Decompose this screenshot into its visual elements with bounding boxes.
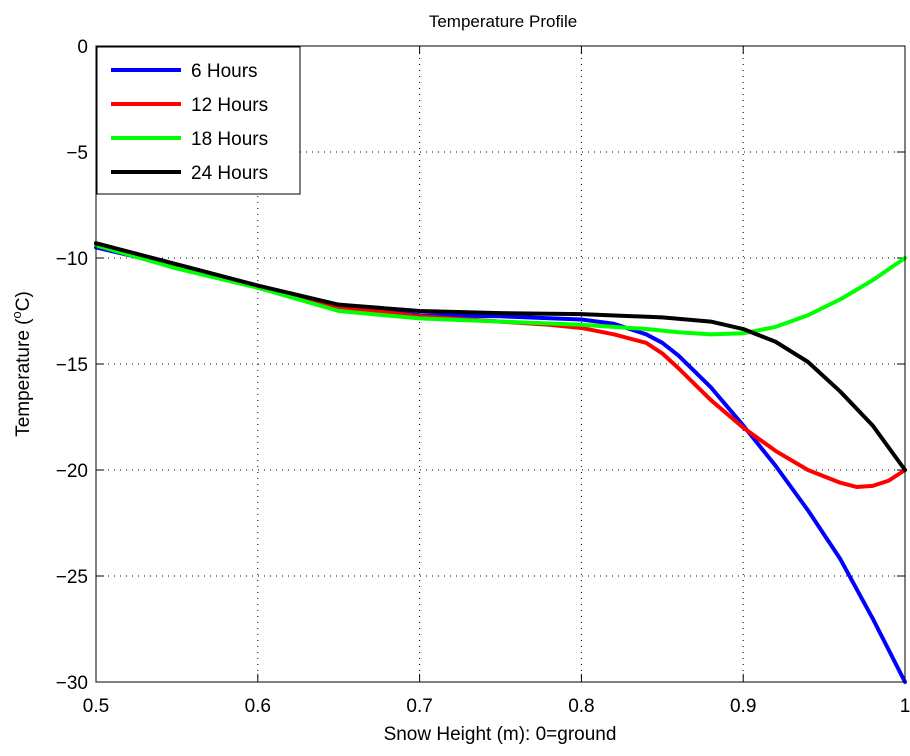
x-axis-label: Snow Height (m): 0=ground: [384, 724, 617, 745]
x-tick-label: 0.7: [406, 696, 432, 717]
x-tick-label: 0.5: [83, 696, 109, 717]
series-line-24-hours: [94, 241, 907, 472]
y-tick-label: −25: [56, 567, 88, 588]
x-tick-label: 1: [900, 696, 910, 717]
y-axis-label-superscript: o: [9, 311, 24, 318]
series-line-18-hours: [94, 243, 907, 337]
y-tick-label: −15: [56, 355, 88, 376]
chart-title: Temperature Profile: [429, 12, 577, 31]
y-axis-label: Temperature (oC): [9, 291, 34, 437]
x-tick-labels: 0.5 0.6 0.7 0.8 0.9 1: [83, 696, 910, 717]
legend-label-18-hours: 18 Hours: [191, 129, 268, 150]
y-tick-label: −5: [66, 143, 88, 164]
grid-lines: [96, 46, 905, 682]
series-line-12-hours: [94, 243, 907, 489]
y-tick-labels: 0 −5 −10 −15 −20 −25 −30: [56, 37, 88, 694]
x-tick-label: 0.9: [730, 696, 756, 717]
legend-label-6-hours: 6 Hours: [191, 61, 258, 82]
plot-frame: [95, 45, 906, 683]
x-tick-label: 0.8: [568, 696, 594, 717]
y-tick-label: −10: [56, 249, 88, 270]
legend-label-12-hours: 12 Hours: [191, 95, 268, 116]
y-tick-label: −20: [56, 461, 88, 482]
y-axis-label-unit: C): [13, 291, 34, 311]
series-lines: [94, 241, 907, 684]
x-tick-label: 0.6: [245, 696, 271, 717]
y-tick-label: 0: [77, 37, 88, 58]
y-tick-label: −30: [56, 673, 88, 694]
y-axis-label-main: Temperature (: [13, 318, 34, 437]
legend: 6 Hours 12 Hours 18 Hours 24 Hours: [96, 46, 301, 195]
legend-label-24-hours: 24 Hours: [191, 163, 268, 184]
